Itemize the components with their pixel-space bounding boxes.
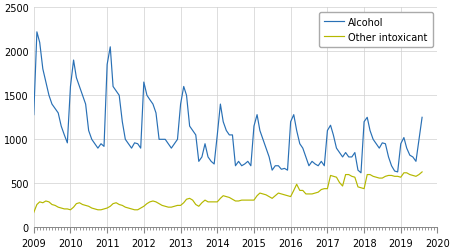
- Line: Other intoxicant: Other intoxicant: [34, 172, 422, 213]
- Line: Alcohol: Alcohol: [34, 33, 422, 173]
- Legend: Alcohol, Other intoxicant: Alcohol, Other intoxicant: [319, 13, 433, 47]
